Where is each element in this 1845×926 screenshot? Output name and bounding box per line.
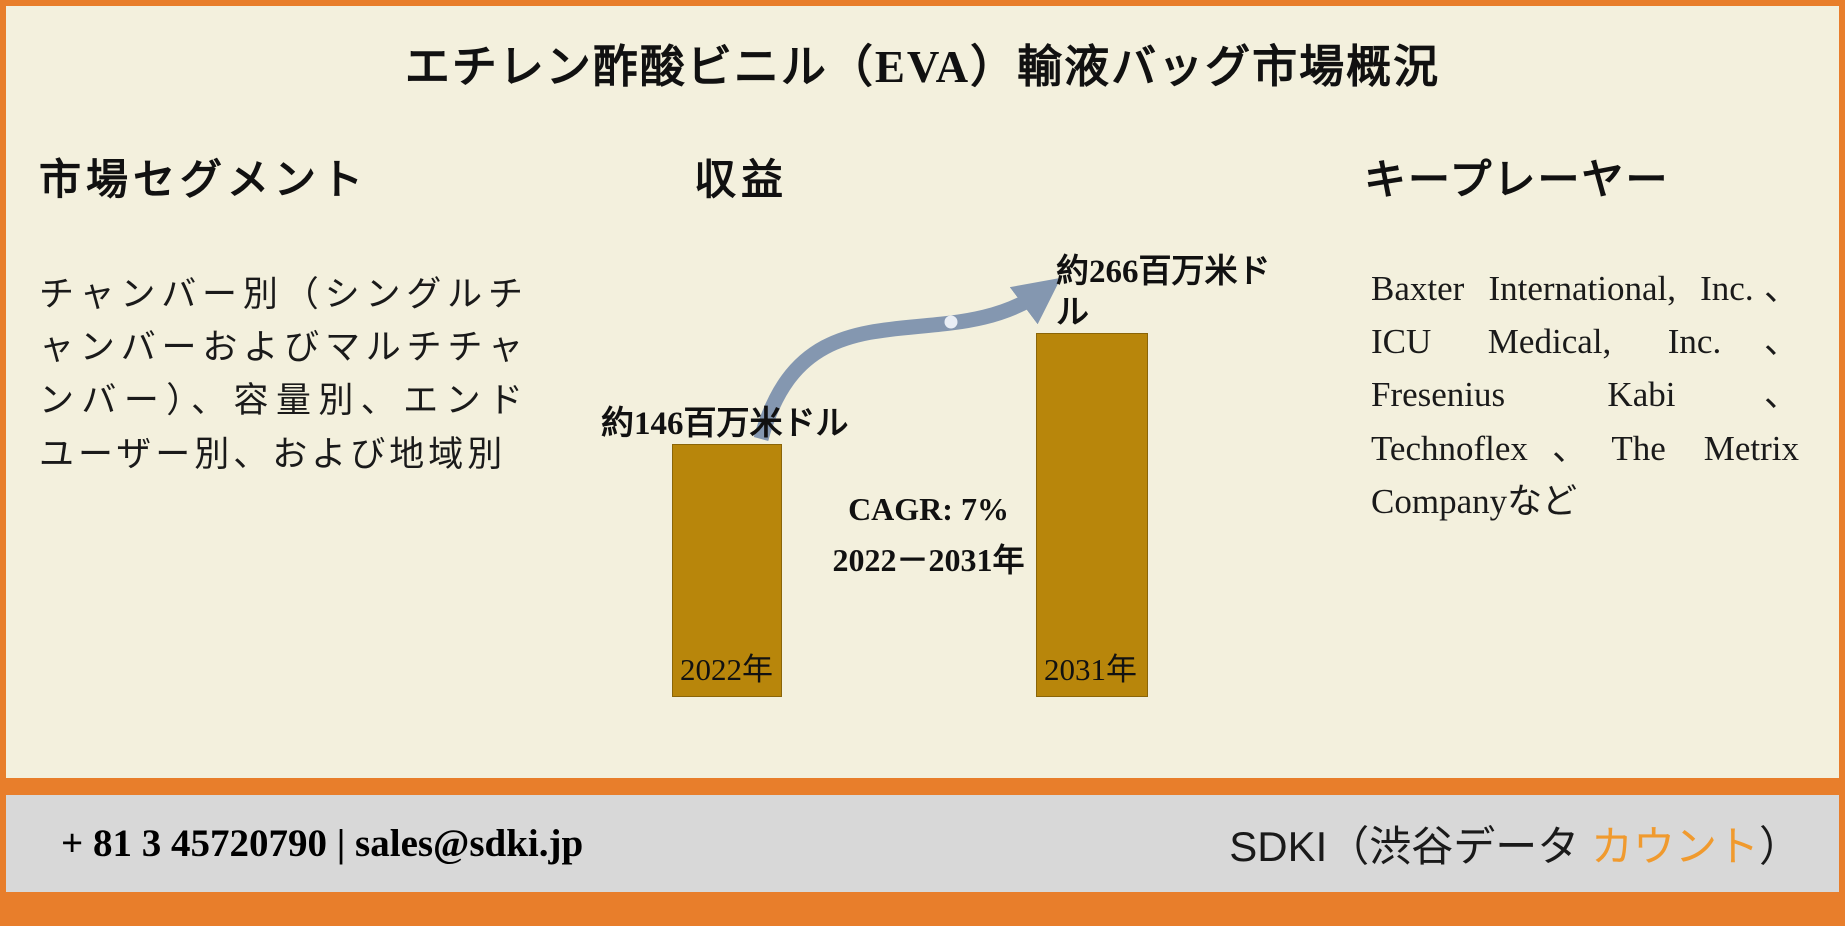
players-body: Baxter International, Inc.、ICU Medical, …: [1371, 269, 1799, 521]
footer-bottom-band: [6, 892, 1839, 920]
brand-highlight: カウント: [1590, 823, 1759, 870]
arrow-dot-icon: [944, 315, 958, 329]
bar-2031: 2031年: [1036, 333, 1148, 697]
footer-bar: + 81 3 45720790 | sales@sdki.jp SDKI（渋谷デ…: [6, 795, 1839, 892]
brand-suffix: ）: [1758, 823, 1801, 870]
brand-logo: SDKI（渋谷データ カウント）: [1229, 813, 1801, 874]
bar-2031-label: 2031年: [1044, 652, 1137, 687]
footer-divider-band: [6, 778, 1839, 795]
revenue-heading: 収益: [693, 158, 788, 204]
segments-heading: 市場セグメント: [39, 158, 369, 204]
contact-info: + 81 3 45720790 | sales@sdki.jp: [61, 822, 584, 865]
page-title: エチレン酢酸ビニル（EVA）輸液バッグ市場概況: [404, 42, 1441, 92]
cagr-value: CAGR: 7%: [848, 491, 1009, 527]
brand-prefix: SDKI（渋谷データ: [1229, 823, 1591, 870]
bar-2022-label: 2022年: [680, 652, 773, 687]
players-heading: キープレーヤー: [1364, 158, 1670, 204]
growth-arrow-icon: [753, 277, 1061, 441]
cagr-period: 2022－2031年: [832, 542, 1025, 579]
start-value-label: 約146百万米ドル: [601, 406, 849, 442]
end-value-label: 約266百万米ドル: [1056, 254, 1271, 332]
cagr-annotation: CAGR: 7% 2022－2031年: [806, 484, 1051, 586]
bar-2022: 2022年: [672, 444, 782, 697]
segments-body: チャンバー別（シングルチャンバーおよびマルチチャンバー）、容量別、エンドユーザー…: [39, 275, 527, 474]
